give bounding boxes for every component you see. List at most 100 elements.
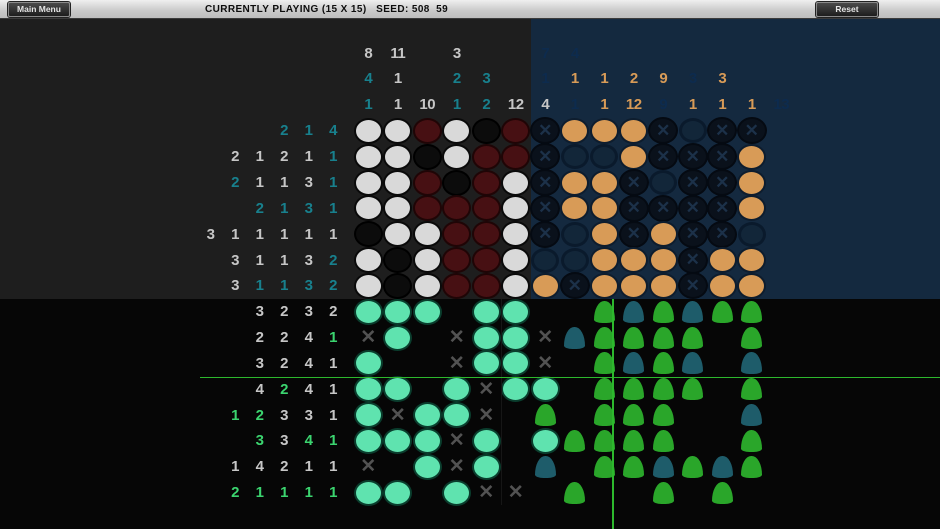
cell-r13-c8-green-cone[interactable]	[560, 428, 590, 454]
cell-r3-c13-navy-x-mark[interactable]: ✕	[708, 170, 738, 196]
cell-r15-c4-mint-circle[interactable]	[442, 480, 472, 506]
cell-r1-c2-white-circle[interactable]	[383, 118, 413, 144]
cell-r5-c9-orange-circle[interactable]	[590, 221, 620, 247]
cell-r3-c9-orange-circle[interactable]	[590, 170, 620, 196]
cell-r12-c7-green-cone[interactable]	[531, 402, 561, 428]
cell-r2-c6-dark-red-circle[interactable]	[501, 144, 531, 170]
cell-r6-c13-orange-circle[interactable]	[708, 247, 738, 273]
cell-r12-c5-gray-x-mark[interactable]: ✕	[472, 402, 502, 428]
cell-r15-c2-mint-circle[interactable]	[383, 480, 413, 506]
cell-r7-c5-dark-red-circle[interactable]	[472, 273, 502, 299]
cell-r7-c2-black-circle[interactable]	[383, 273, 413, 299]
cell-r10-c10-teal-cone[interactable]	[619, 350, 649, 376]
cell-r6-c6-white-circle[interactable]	[501, 247, 531, 273]
cell-r3-c8-orange-circle[interactable]	[560, 170, 590, 196]
cell-r13-c5-mint-circle[interactable]	[472, 428, 502, 454]
cell-r6-c10-orange-circle[interactable]	[619, 247, 649, 273]
cell-r12-c14-teal-cone[interactable]	[737, 402, 767, 428]
cell-r11-c4-mint-circle[interactable]	[442, 376, 472, 402]
cell-r2-c2-white-circle[interactable]	[383, 144, 413, 170]
cell-r5-c6-white-circle[interactable]	[501, 221, 531, 247]
cell-r7-c10-orange-circle[interactable]	[619, 273, 649, 299]
cell-r13-c4-gray-x-mark[interactable]: ✕	[442, 428, 472, 454]
cell-r4-c8-orange-circle[interactable]	[560, 195, 590, 221]
cell-r9-c4-gray-x-mark[interactable]: ✕	[442, 325, 472, 351]
cell-r9-c6-mint-circle[interactable]	[501, 325, 531, 351]
cell-r2-c11-navy-x-mark[interactable]: ✕	[649, 144, 679, 170]
cell-r8-c1-mint-circle[interactable]	[354, 299, 384, 325]
cell-r9-c12-green-cone[interactable]	[678, 325, 708, 351]
cell-r11-c2-mint-circle[interactable]	[383, 376, 413, 402]
cell-r11-c9-green-cone[interactable]	[590, 376, 620, 402]
cell-r12-c1-mint-circle[interactable]	[354, 402, 384, 428]
cell-r4-c12-navy-x-mark[interactable]: ✕	[678, 195, 708, 221]
cell-r15-c8-green-cone[interactable]	[560, 480, 590, 506]
cell-r5-c4-dark-red-circle[interactable]	[442, 221, 472, 247]
cell-r5-c3-white-circle[interactable]	[413, 221, 443, 247]
main-menu-button[interactable]: Main Menu	[8, 2, 70, 17]
cell-r9-c10-green-cone[interactable]	[619, 325, 649, 351]
cell-r9-c8-teal-cone[interactable]	[560, 325, 590, 351]
cell-r11-c7-mint-circle[interactable]	[531, 376, 561, 402]
cell-r12-c4-mint-circle[interactable]	[442, 402, 472, 428]
cell-r6-c1-white-circle[interactable]	[354, 247, 384, 273]
cell-r12-c11-green-cone[interactable]	[649, 402, 679, 428]
cell-r2-c12-navy-x-mark[interactable]: ✕	[678, 144, 708, 170]
cell-r1-c10-orange-circle[interactable]	[619, 118, 649, 144]
cell-r1-c1-white-circle[interactable]	[354, 118, 384, 144]
cell-r8-c3-mint-circle[interactable]	[413, 299, 443, 325]
cell-r3-c3-dark-red-circle[interactable]	[413, 170, 443, 196]
cell-r9-c2-mint-circle[interactable]	[383, 325, 413, 351]
cell-r14-c12-green-cone[interactable]	[678, 454, 708, 480]
cell-r6-c9-orange-circle[interactable]	[590, 247, 620, 273]
cell-r1-c8-orange-circle[interactable]	[560, 118, 590, 144]
cell-r1-c3-dark-red-circle[interactable]	[413, 118, 443, 144]
cell-r3-c14-orange-circle[interactable]	[737, 170, 767, 196]
cell-r9-c9-green-cone[interactable]	[590, 325, 620, 351]
cell-r4-c6-white-circle[interactable]	[501, 195, 531, 221]
cell-r15-c5-gray-x-mark[interactable]: ✕	[472, 480, 502, 506]
cell-r11-c12-green-cone[interactable]	[678, 376, 708, 402]
cell-r15-c11-green-cone[interactable]	[649, 480, 679, 506]
cell-r10-c7-gray-x-mark[interactable]: ✕	[531, 350, 561, 376]
cell-r5-c5-dark-red-circle[interactable]	[472, 221, 502, 247]
cell-r10-c4-gray-x-mark[interactable]: ✕	[442, 350, 472, 376]
cell-r14-c1-gray-x-mark[interactable]: ✕	[354, 454, 384, 480]
cell-r3-c10-navy-x-mark[interactable]: ✕	[619, 170, 649, 196]
cell-r5-c11-orange-circle[interactable]	[649, 221, 679, 247]
cell-r7-c8-navy-x-mark[interactable]: ✕	[560, 273, 590, 299]
cell-r2-c3-black-circle[interactable]	[413, 144, 443, 170]
cell-r4-c5-dark-red-circle[interactable]	[472, 195, 502, 221]
cell-r2-c14-orange-circle[interactable]	[737, 144, 767, 170]
cell-r4-c13-navy-x-mark[interactable]: ✕	[708, 195, 738, 221]
cell-r12-c10-green-cone[interactable]	[619, 402, 649, 428]
cell-r7-c1-white-circle[interactable]	[354, 273, 384, 299]
cell-r7-c7-orange-circle[interactable]	[531, 273, 561, 299]
cell-r10-c5-mint-circle[interactable]	[472, 350, 502, 376]
cell-r9-c5-mint-circle[interactable]	[472, 325, 502, 351]
cell-r10-c9-green-cone[interactable]	[590, 350, 620, 376]
cell-r13-c11-green-cone[interactable]	[649, 428, 679, 454]
cell-r11-c14-green-cone[interactable]	[737, 376, 767, 402]
cell-r3-c11-navy-ring-empty[interactable]	[649, 170, 679, 196]
cell-r10-c1-mint-circle[interactable]	[354, 350, 384, 376]
cell-r13-c3-mint-circle[interactable]	[413, 428, 443, 454]
cell-r9-c14-green-cone[interactable]	[737, 325, 767, 351]
cell-r5-c7-navy-x-mark[interactable]: ✕	[531, 221, 561, 247]
cell-r3-c12-navy-x-mark[interactable]: ✕	[678, 170, 708, 196]
cell-r6-c2-black-circle[interactable]	[383, 247, 413, 273]
cell-r6-c7-navy-ring-empty[interactable]	[531, 247, 561, 273]
cell-r8-c5-mint-circle[interactable]	[472, 299, 502, 325]
cell-r6-c4-dark-red-circle[interactable]	[442, 247, 472, 273]
cell-r8-c2-mint-circle[interactable]	[383, 299, 413, 325]
cell-r11-c1-mint-circle[interactable]	[354, 376, 384, 402]
cell-r3-c1-white-circle[interactable]	[354, 170, 384, 196]
cell-r3-c2-white-circle[interactable]	[383, 170, 413, 196]
cell-r8-c13-green-cone[interactable]	[708, 299, 738, 325]
cell-r3-c7-navy-x-mark[interactable]: ✕	[531, 170, 561, 196]
cell-r9-c7-gray-x-mark[interactable]: ✕	[531, 325, 561, 351]
cell-r5-c12-navy-x-mark[interactable]: ✕	[678, 221, 708, 247]
cell-r8-c14-green-cone[interactable]	[737, 299, 767, 325]
cell-r10-c12-teal-cone[interactable]	[678, 350, 708, 376]
cell-r4-c14-orange-circle[interactable]	[737, 195, 767, 221]
